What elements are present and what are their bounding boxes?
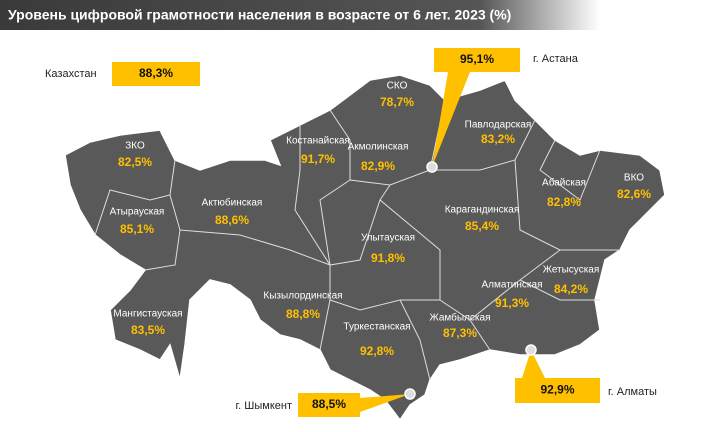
country-name: Казахстан: [45, 68, 97, 80]
country-value: 88,3%: [139, 66, 173, 80]
region-name: Атырауская: [110, 207, 165, 218]
city-pointer: [432, 72, 470, 167]
city-pointer: [360, 394, 410, 412]
region-name: Костанайская: [286, 136, 350, 147]
city-box: [298, 393, 360, 417]
region-value: 83,2%: [481, 132, 515, 146]
region-value: 82,5%: [118, 155, 152, 169]
city-box: [434, 48, 520, 72]
city-point: [525, 344, 537, 356]
title: Уровень цифровой грамотности населения в…: [8, 7, 511, 23]
city-box: [515, 378, 600, 403]
region-value: 82,9%: [361, 159, 395, 173]
region-name: Алматинская: [482, 280, 543, 291]
city-name: г. Шымкент: [236, 400, 293, 412]
city-value: 95,1%: [460, 52, 494, 66]
region-value: 91,8%: [371, 251, 405, 265]
city-pointer: [522, 350, 545, 378]
city-value: 88,5%: [312, 397, 346, 411]
region-name: ЗКО: [125, 141, 145, 152]
region-borders: [94, 99, 620, 381]
city-name: г. Алматы: [608, 386, 657, 398]
region-value: 82,8%: [547, 195, 581, 209]
region-name: Акмолинская: [348, 142, 409, 153]
region-name: ВКО: [624, 173, 644, 184]
region-name: Павлодарская: [465, 120, 532, 131]
country-shape: [64, 74, 666, 422]
region-value: 87,3%: [443, 326, 477, 340]
region-value: 84,2%: [554, 282, 588, 296]
region-name: Абайская: [542, 177, 586, 189]
region-name: Актюбинская: [202, 197, 263, 209]
region-value: 91,7%: [301, 152, 335, 166]
country-box: [112, 62, 200, 86]
city-value: 92,9%: [540, 383, 574, 397]
region-name: Карагандинская: [445, 205, 520, 216]
city-point: [404, 388, 416, 400]
region-name: Улытауская: [361, 233, 415, 244]
region-value: 92,8%: [360, 344, 394, 358]
region-value: 88,8%: [286, 307, 320, 321]
region-name: Кызылординская: [263, 291, 342, 302]
region-value: 85,1%: [120, 222, 154, 236]
region-value: 83,5%: [131, 323, 165, 337]
region-value: 88,6%: [215, 213, 249, 227]
region-name: Туркестанская: [343, 322, 410, 333]
city-point: [426, 161, 438, 173]
region-name: СКО: [387, 81, 408, 92]
region-value: 82,6%: [617, 187, 651, 201]
city-name: г. Астана: [533, 53, 579, 65]
region-name: Жамбылская: [430, 312, 491, 324]
title-bar: [0, 0, 600, 30]
region-name: Жетысуская: [543, 265, 600, 276]
region-value: 85,4%: [465, 219, 499, 233]
region-value: 91,3%: [495, 296, 529, 310]
region-value: 78,7%: [380, 95, 414, 109]
region-name: Мангистауская: [113, 309, 182, 320]
